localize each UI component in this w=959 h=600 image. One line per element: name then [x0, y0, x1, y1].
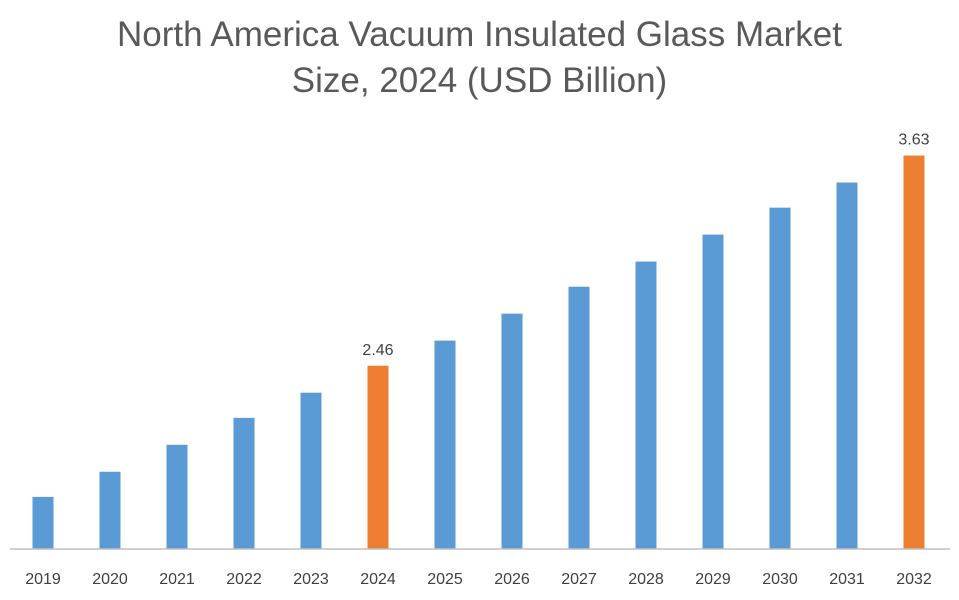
bar-2029	[702, 234, 724, 549]
bar-2023	[300, 392, 322, 549]
bar-2031	[836, 182, 858, 549]
x-tick-label-2024: 2024	[360, 571, 396, 588]
bar-2022	[233, 417, 255, 549]
x-tick-label-2021: 2021	[159, 571, 195, 588]
data-label-2032: 3.63	[898, 132, 929, 149]
bar-2032	[903, 155, 925, 549]
x-tick-label-2028: 2028	[628, 571, 664, 588]
bar-2030	[769, 207, 791, 549]
bar-2025	[434, 340, 456, 549]
chart-title-line1: North America Vacuum Insulated Glass Mar…	[117, 15, 842, 54]
x-tick-label-2032: 2032	[896, 571, 932, 588]
bar-2027	[568, 286, 590, 549]
bar-2024	[367, 365, 389, 549]
x-tick-label-2025: 2025	[427, 571, 463, 588]
x-tick-label-2023: 2023	[293, 571, 329, 588]
chart-title: North America Vacuum Insulated Glass Mar…	[0, 12, 959, 104]
x-tick-label-2027: 2027	[561, 571, 597, 588]
bar-2028	[635, 261, 657, 549]
bar-2026	[501, 313, 523, 549]
x-tick-label-2029: 2029	[695, 571, 731, 588]
x-tick-label-2030: 2030	[762, 571, 798, 588]
bar-2021	[166, 444, 188, 549]
bar-2020	[99, 471, 121, 549]
x-tick-label-2022: 2022	[226, 571, 262, 588]
x-tick-label-2026: 2026	[494, 571, 530, 588]
chart-title-line2: Size, 2024 (USD Billion)	[291, 61, 668, 100]
x-tick-label-2020: 2020	[92, 571, 128, 588]
x-tick-label-2019: 2019	[25, 571, 61, 588]
data-label-2024: 2.46	[362, 342, 393, 359]
bar-2019	[32, 496, 54, 549]
x-tick-label-2031: 2031	[829, 571, 865, 588]
